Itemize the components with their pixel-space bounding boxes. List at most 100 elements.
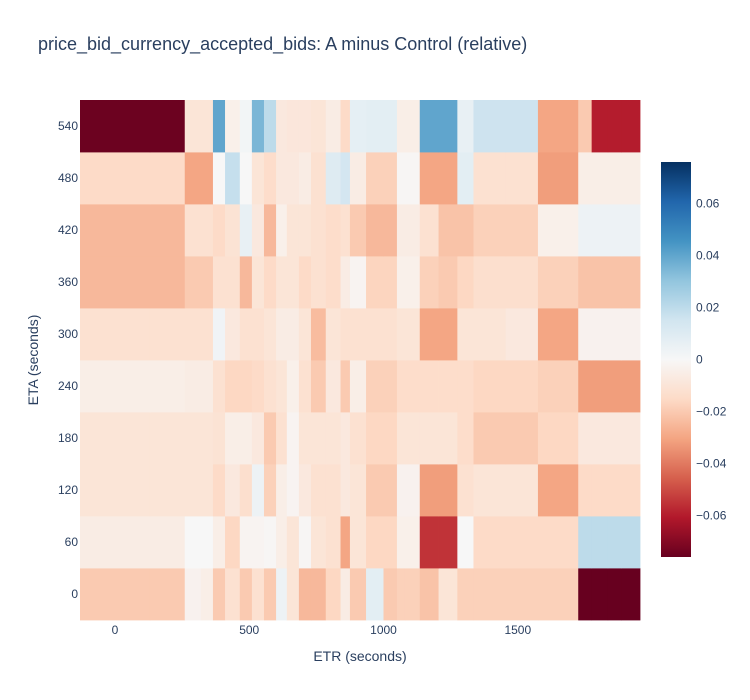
- heatmap-cell: [473, 100, 507, 153]
- heatmap-cell: [149, 308, 186, 361]
- heatmap-cell: [225, 360, 241, 413]
- heatmap-cell: [366, 204, 384, 257]
- heatmap-cell: [80, 516, 151, 569]
- heatmap-cell: [473, 464, 507, 517]
- x-axis-title: ETR (seconds): [313, 648, 406, 664]
- heatmap-cell: [340, 308, 351, 361]
- heatmap-cell: [149, 360, 186, 413]
- colorbar: 0.06 0.04 0.02 0 −0.02 −0.04 −0.06: [661, 162, 727, 557]
- heatmap-cell: [383, 464, 398, 517]
- heatmap-cell: [251, 256, 265, 309]
- heatmap-cell: [212, 412, 226, 465]
- heatmap-cell: [505, 412, 539, 465]
- heatmap-cell: [276, 308, 288, 361]
- heatmap-cell: [298, 412, 312, 465]
- heatmap-cell: [184, 412, 202, 465]
- heatmap-cell: [537, 464, 579, 517]
- heatmap-cell: [286, 360, 300, 413]
- heatmap-cell: [404, 568, 421, 621]
- heatmap-cell: [404, 464, 421, 517]
- heatmap-cell: [349, 204, 367, 257]
- heatmap-cell: [438, 464, 458, 517]
- heatmap-cell: [263, 204, 277, 257]
- heatmap-cell: [383, 360, 398, 413]
- colorbar-tick-label: −0.04: [696, 456, 727, 470]
- y-tick-label: 540: [58, 119, 78, 133]
- heatmap-cell: [578, 568, 593, 621]
- heatmap-cell: [340, 256, 351, 309]
- heatmap-cell: [340, 516, 351, 569]
- heatmap-cell: [438, 204, 458, 257]
- heatmap-cell: [184, 568, 202, 621]
- x-tick-label: 1000: [370, 623, 397, 637]
- heatmap-cell: [184, 360, 202, 413]
- heatmap-cell: [621, 568, 641, 621]
- heatmap-cell: [419, 360, 439, 413]
- heatmap-cell: [149, 152, 186, 205]
- colorbar-tick-label: −0.06: [696, 508, 727, 522]
- heatmap-cell: [621, 360, 641, 413]
- heatmap-cell: [276, 360, 288, 413]
- y-tick-label: 420: [58, 223, 78, 237]
- heatmap-cell: [438, 516, 458, 569]
- colorbar-tick-label: 0: [696, 353, 703, 367]
- colorbar-ticks: 0.06 0.04 0.02 0 −0.02 −0.04 −0.06: [696, 197, 727, 523]
- x-tick-label: 0: [112, 623, 119, 637]
- heatmap-cell: [239, 464, 253, 517]
- heatmap-cell: [438, 256, 458, 309]
- heatmap-cell: [396, 256, 406, 309]
- heatmap-cell: [457, 464, 474, 517]
- heatmap-cell: [419, 152, 439, 205]
- heatmap-cell: [419, 412, 439, 465]
- heatmap-cell: [349, 412, 367, 465]
- y-tick-label: 120: [58, 483, 78, 497]
- heatmap-cell: [239, 100, 253, 153]
- heatmap-cell: [366, 568, 384, 621]
- heatmap-cell: [80, 152, 151, 205]
- heatmap-cell: [225, 516, 241, 569]
- heatmap-cell: [80, 308, 151, 361]
- heatmap-cell: [505, 308, 539, 361]
- heatmap-cell: [286, 412, 300, 465]
- colorbar-tick-label: 0.04: [696, 249, 720, 263]
- heatmap-cell: [251, 100, 265, 153]
- y-tick-label: 480: [58, 171, 78, 185]
- heatmap-cell: [184, 204, 202, 257]
- heatmap-cell: [473, 308, 507, 361]
- heatmap-cell: [263, 256, 277, 309]
- heatmap-cell: [578, 412, 593, 465]
- heatmap-cell: [212, 152, 226, 205]
- heatmap-cell: [225, 308, 241, 361]
- heatmap-cell: [184, 152, 202, 205]
- heatmap-cell: [419, 308, 439, 361]
- heatmap-cell: [298, 568, 312, 621]
- heatmap-cell: [621, 100, 641, 153]
- heatmap-cell: [537, 256, 579, 309]
- heatmap-cell: [286, 152, 300, 205]
- heatmap-cell: [298, 256, 312, 309]
- heatmap-cell: [396, 152, 406, 205]
- heatmap-cell: [383, 412, 398, 465]
- heatmap-cell: [325, 516, 341, 569]
- heatmap-cell: [607, 204, 622, 257]
- heatmap-cell: [239, 152, 253, 205]
- heatmap-cell: [212, 204, 226, 257]
- heatmap-cell: [349, 256, 367, 309]
- heatmap-cell: [340, 360, 351, 413]
- heatmap-cell: [286, 464, 300, 517]
- y-tick-label: 180: [58, 431, 78, 445]
- heatmap-cell: [607, 464, 622, 517]
- heatmap-cell: [298, 308, 312, 361]
- heatmap-cell: [349, 464, 367, 517]
- heatmap-cell: [149, 516, 186, 569]
- heatmap-cell: [149, 100, 186, 153]
- heatmap-cell: [263, 152, 277, 205]
- colorbar-tick-label: −0.02: [696, 404, 727, 418]
- heatmap-cell: [286, 100, 300, 153]
- heatmap-cell: [591, 360, 609, 413]
- heatmap-cell: [457, 256, 474, 309]
- heatmap-cell: [578, 256, 593, 309]
- heatmap-cell: [80, 204, 151, 257]
